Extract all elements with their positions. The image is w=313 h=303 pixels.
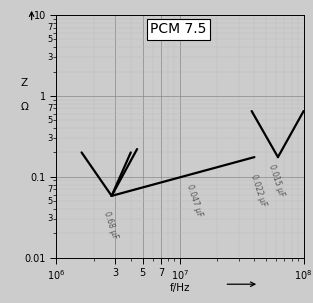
- Text: 7: 7: [47, 104, 53, 113]
- Text: 5: 5: [47, 197, 53, 205]
- Text: Z: Z: [21, 78, 28, 88]
- Text: 0.047 μF: 0.047 μF: [185, 184, 203, 218]
- Text: 7: 7: [47, 185, 53, 194]
- Text: 0.022 μF: 0.022 μF: [249, 173, 268, 207]
- Text: 0.68 μF: 0.68 μF: [102, 211, 119, 241]
- Text: PCM 7.5: PCM 7.5: [150, 22, 207, 36]
- Text: 5: 5: [47, 35, 53, 44]
- Text: 0.015 μF: 0.015 μF: [267, 163, 286, 198]
- Text: 7: 7: [47, 23, 53, 32]
- Text: 3: 3: [47, 215, 53, 224]
- Text: 5: 5: [47, 116, 53, 125]
- Text: 3: 3: [47, 53, 53, 62]
- Text: 3: 3: [47, 134, 53, 143]
- X-axis label: f/Hz: f/Hz: [170, 283, 190, 293]
- Text: Ω: Ω: [20, 102, 28, 112]
